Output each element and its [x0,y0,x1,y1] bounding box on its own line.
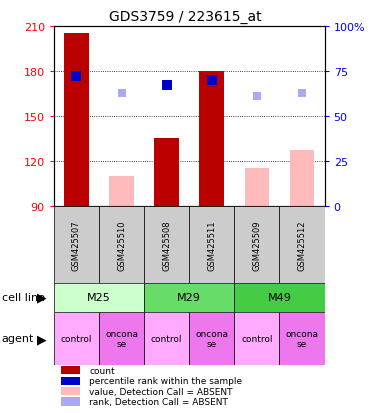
Bar [189,206,234,283]
Text: control: control [241,334,273,343]
Text: M49: M49 [267,292,292,302]
Bar [290,151,315,206]
Text: GSM425509: GSM425509 [252,220,262,270]
Bar [99,206,144,283]
Text: control: control [60,334,92,343]
Bar [144,206,189,283]
Bar [54,206,99,283]
Bar [54,283,144,312]
Bar [189,312,234,366]
Bar [144,283,234,312]
Bar [199,72,224,206]
Text: agent: agent [2,334,34,344]
Bar [64,34,89,206]
Text: oncona
se: oncona se [286,329,319,348]
Bar [279,206,325,283]
Text: percentile rank within the sample: percentile rank within the sample [89,376,242,385]
Text: count: count [89,366,115,375]
Bar [144,312,189,366]
Bar [234,283,325,312]
Text: control: control [151,334,183,343]
Text: rank, Detection Call = ABSENT: rank, Detection Call = ABSENT [89,397,228,406]
Bar [234,312,279,366]
Bar [279,312,325,366]
Text: oncona
se: oncona se [195,329,228,348]
Text: GSM425510: GSM425510 [117,220,126,270]
Bar [234,206,279,283]
Text: cell line: cell line [2,292,45,302]
Bar [99,312,144,366]
Text: oncona
se: oncona se [105,329,138,348]
Text: GDS3759 / 223615_at: GDS3759 / 223615_at [109,10,262,24]
Text: GSM425508: GSM425508 [162,219,171,270]
Text: ▶: ▶ [37,291,46,304]
Bar [109,177,134,206]
Text: GSM425511: GSM425511 [207,220,216,270]
Text: ▶: ▶ [37,332,46,345]
Bar [54,312,99,366]
Text: M25: M25 [87,292,111,302]
Text: value, Detection Call = ABSENT: value, Detection Call = ABSENT [89,387,233,396]
Bar [154,139,179,206]
Text: M29: M29 [177,292,201,302]
Text: GSM425507: GSM425507 [72,219,81,270]
Bar [244,169,269,206]
Text: GSM425512: GSM425512 [298,220,306,270]
